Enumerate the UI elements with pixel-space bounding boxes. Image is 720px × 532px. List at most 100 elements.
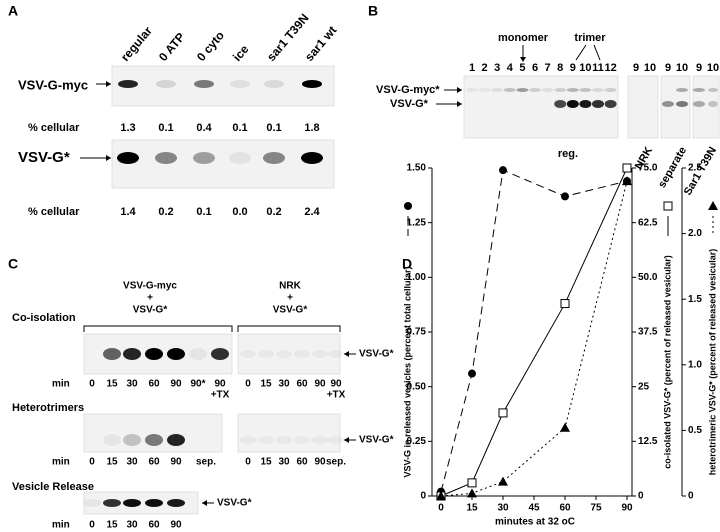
data-point	[499, 166, 507, 175]
lane-label: 0	[245, 457, 251, 468]
lane-number: 5	[519, 62, 525, 74]
band	[167, 434, 185, 446]
band	[676, 101, 688, 107]
band	[604, 100, 617, 108]
lane-label: 30	[278, 379, 290, 390]
lane-number: 7	[545, 62, 551, 74]
lane-label: 0	[245, 379, 251, 390]
band	[592, 88, 604, 92]
axis-label: min	[52, 520, 70, 531]
band	[554, 100, 567, 108]
lane-label: 30	[278, 457, 290, 468]
lane-number: 6	[532, 62, 538, 74]
band	[118, 80, 138, 88]
y2-axis-label: co-isolated VSV-G* (percent of released …	[662, 255, 672, 469]
row-label: VSV-G-myc	[18, 77, 88, 92]
blot	[692, 75, 720, 139]
band	[516, 88, 529, 92]
blot	[237, 333, 341, 375]
band	[103, 434, 121, 446]
band	[155, 152, 177, 164]
arrow	[593, 44, 601, 61]
arrow-head	[457, 87, 462, 93]
y-tick-label: 0.75	[407, 327, 427, 338]
lane-number: 12	[604, 62, 616, 74]
band	[103, 499, 121, 507]
band	[478, 88, 491, 92]
blot	[463, 75, 619, 139]
band	[554, 88, 567, 92]
band	[229, 152, 251, 164]
arrow-head	[344, 351, 349, 357]
lane-number: 10	[579, 62, 591, 74]
arrow-head	[106, 81, 111, 87]
lane-number: 9	[665, 62, 671, 74]
series-line	[440, 180, 628, 497]
legend-marker	[404, 202, 412, 210]
band	[103, 348, 121, 360]
panel-label: B	[368, 3, 378, 19]
x-tick-label: 45	[528, 503, 540, 514]
band-label: VSV-G*	[217, 498, 252, 509]
lane-label: 0	[89, 457, 95, 468]
band	[145, 499, 163, 507]
annotation: trimer	[574, 32, 606, 44]
band	[240, 350, 256, 358]
group-label: VSV-G*	[273, 305, 308, 316]
lane-label: 0	[89, 379, 95, 390]
y3-tick-label: 1.5	[688, 294, 702, 305]
band	[258, 350, 274, 358]
lane-label: 90	[170, 520, 182, 531]
column-header: 0 ATP	[156, 30, 188, 64]
band	[145, 348, 163, 360]
group-label: +	[287, 293, 293, 304]
band	[579, 100, 592, 108]
lane-number: 4	[507, 62, 514, 74]
group-label: VSV-G-myc	[123, 281, 177, 292]
data-point	[467, 478, 477, 488]
y-tick-label: 1.25	[407, 217, 427, 228]
column-header: regular	[118, 24, 155, 64]
band	[264, 80, 284, 88]
lane-label: 30	[126, 520, 138, 531]
lane-label: 60	[148, 379, 160, 390]
legend-marker	[663, 201, 673, 211]
band	[240, 436, 256, 444]
y-tick-label: 0	[420, 491, 426, 502]
y2-tick-label: 75.0	[638, 163, 658, 174]
band	[312, 350, 328, 358]
band	[491, 88, 504, 92]
y-tick-label: 0.50	[407, 381, 427, 392]
lane-label: 90	[330, 379, 342, 390]
blot	[660, 75, 691, 139]
band	[145, 434, 163, 446]
data-point	[622, 163, 632, 173]
arrow-head	[202, 500, 207, 506]
band	[529, 88, 541, 92]
band	[167, 499, 185, 507]
row-label: VSV-G*	[18, 149, 70, 166]
band	[211, 348, 229, 360]
section-title: Vesicle Release	[12, 481, 94, 493]
blot	[111, 65, 335, 107]
x-tick-label: 0	[438, 503, 444, 514]
lane-number: 9	[570, 62, 576, 74]
blot	[111, 139, 335, 189]
lane-number: 2	[482, 62, 488, 74]
metric-label: % cellular	[28, 206, 80, 218]
series-line	[440, 169, 628, 492]
y-axis-label: VSV-G in released vesicles (percent tota…	[402, 266, 412, 477]
percent-value: 0.2	[266, 206, 281, 218]
percent-value: 1.4	[120, 206, 136, 218]
x-tick-label: 75	[590, 503, 602, 514]
percent-value: 2.4	[304, 206, 320, 218]
band	[276, 350, 292, 358]
band	[258, 436, 274, 444]
y3-axis-label: heterotrimeric VSV-G* (percent of releas…	[707, 249, 717, 476]
band	[83, 499, 101, 507]
lane-number: 10	[644, 62, 656, 74]
percent-value: 0.2	[158, 206, 173, 218]
lane-label: 60	[148, 520, 160, 531]
lane-label: 60	[296, 379, 308, 390]
